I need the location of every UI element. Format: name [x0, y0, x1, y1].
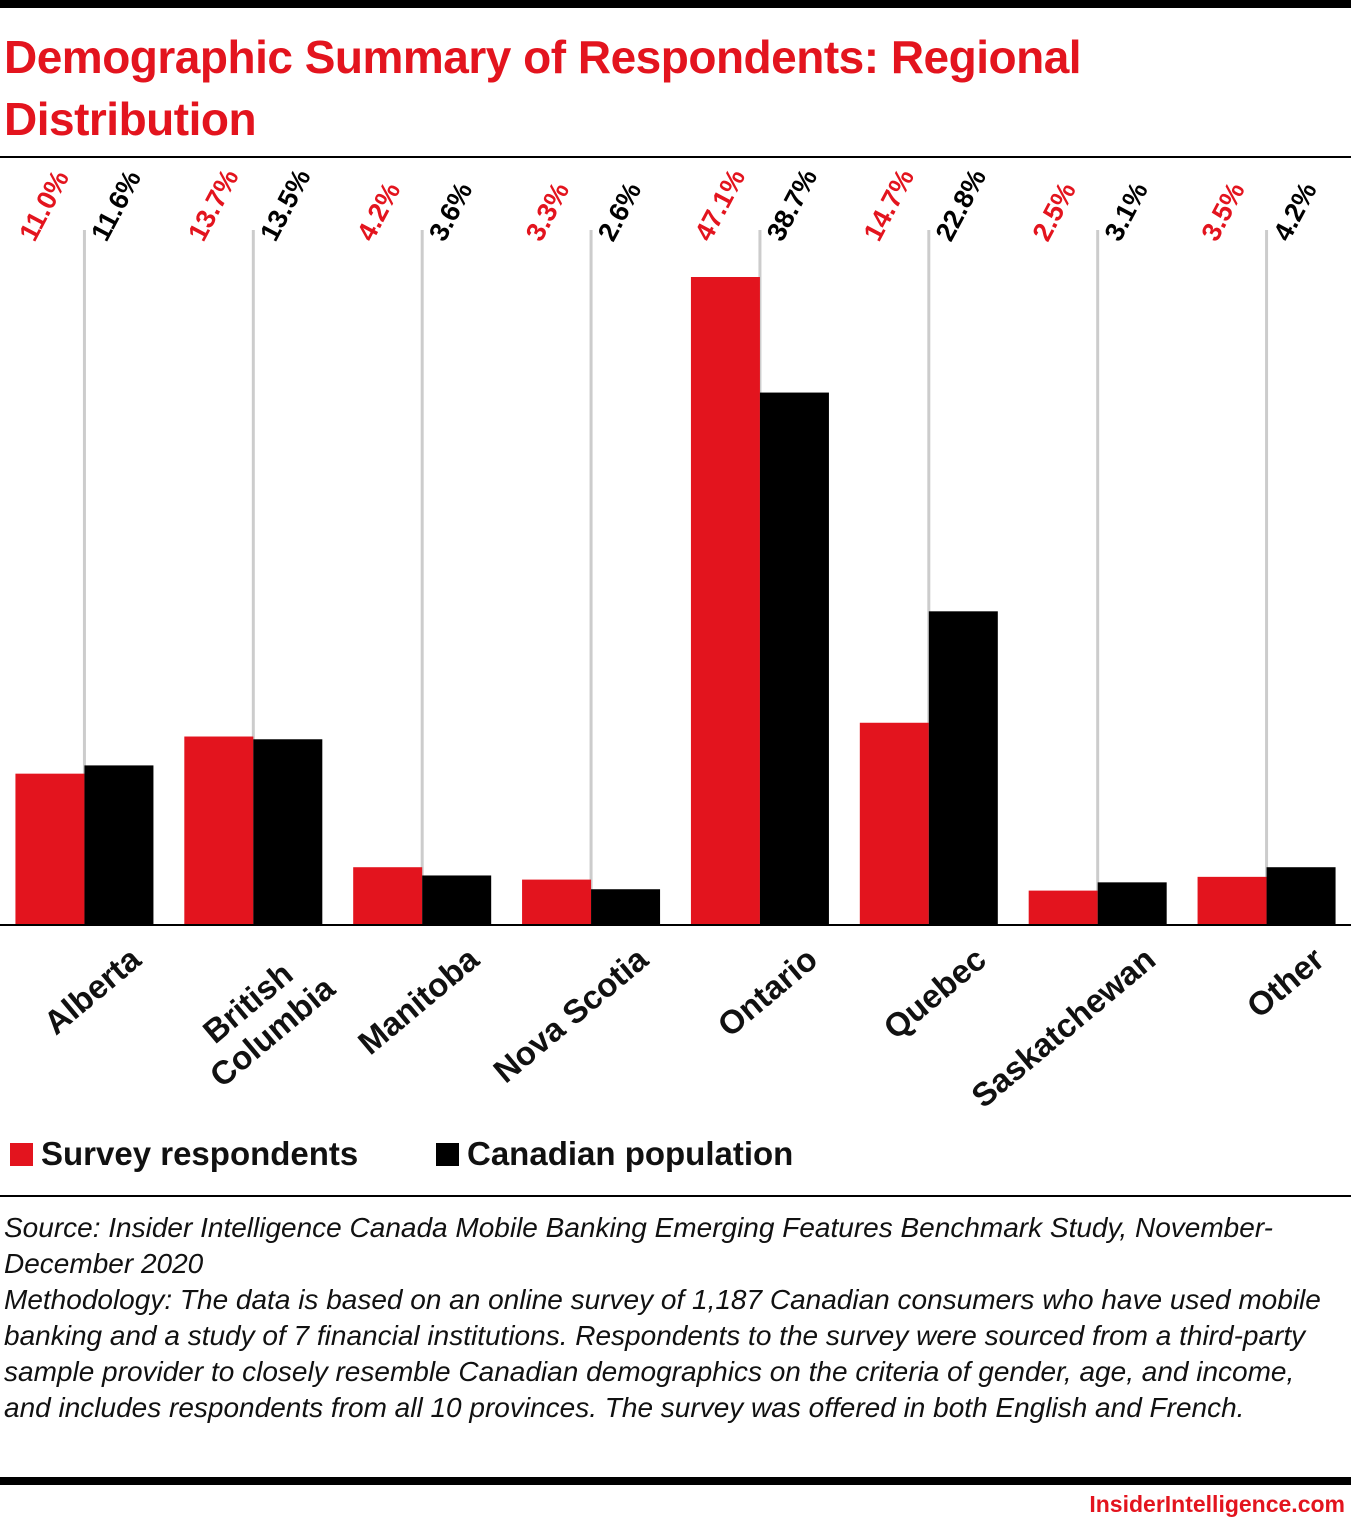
value-label: 3.6%: [423, 177, 478, 245]
value-label: 4.2%: [351, 177, 406, 245]
bar: [928, 611, 998, 925]
bottom-rule: [0, 1477, 1351, 1485]
bar: [1028, 890, 1098, 925]
bar: [759, 392, 829, 925]
bar: [522, 879, 592, 925]
value-label: 14.7%: [858, 164, 920, 246]
methodology: Methodology: The data is based on an onl…: [4, 1284, 1321, 1423]
value-label: 11.6%: [85, 165, 147, 245]
value-label: 2.5%: [1026, 177, 1081, 245]
bar: [1197, 876, 1267, 925]
bar: [591, 889, 661, 925]
value-label: 3.5%: [1195, 177, 1250, 245]
title-rule: [0, 156, 1351, 158]
chart-title: Demographic Summary of Respondents: Regi…: [4, 31, 1082, 145]
legend-swatch: [436, 1142, 459, 1166]
source: Source: Insider Intelligence Canada Mobi…: [4, 1212, 1273, 1279]
value-label: 2.6%: [592, 177, 647, 245]
legend-label: Canadian population: [467, 1135, 794, 1172]
footer: InsiderIntelligence.com: [1089, 1491, 1345, 1517]
notes: Source: Insider Intelligence Canada Mobi…: [4, 1210, 1344, 1426]
bar: [84, 765, 154, 925]
value-label: 22.8%: [930, 164, 992, 246]
legend-rule: [0, 1195, 1351, 1197]
bar: [690, 277, 760, 925]
bar: [253, 739, 323, 925]
bar: [184, 736, 254, 925]
bar: [1097, 882, 1167, 925]
bar: [859, 722, 929, 925]
bar: [353, 867, 423, 925]
value-label: 4.2%: [1267, 177, 1322, 245]
value-label: 3.3%: [520, 177, 575, 245]
value-label: 13.5%: [254, 164, 316, 246]
bar: [1266, 867, 1336, 925]
value-label: 13.7%: [182, 164, 244, 246]
legend-swatch: [10, 1142, 33, 1166]
legend-label: Survey respondents: [41, 1135, 359, 1172]
bar: [15, 773, 85, 925]
top-rule: [0, 0, 1351, 8]
legend-item: Canadian population: [436, 1134, 793, 1174]
value-label: 47.1%: [689, 164, 751, 246]
legend-item: Survey respondents: [10, 1134, 358, 1174]
bar: [422, 875, 492, 925]
value-label: 38.7%: [761, 164, 823, 246]
value-label: 3.1%: [1098, 177, 1153, 245]
value-label: 11.0%: [13, 165, 75, 245]
